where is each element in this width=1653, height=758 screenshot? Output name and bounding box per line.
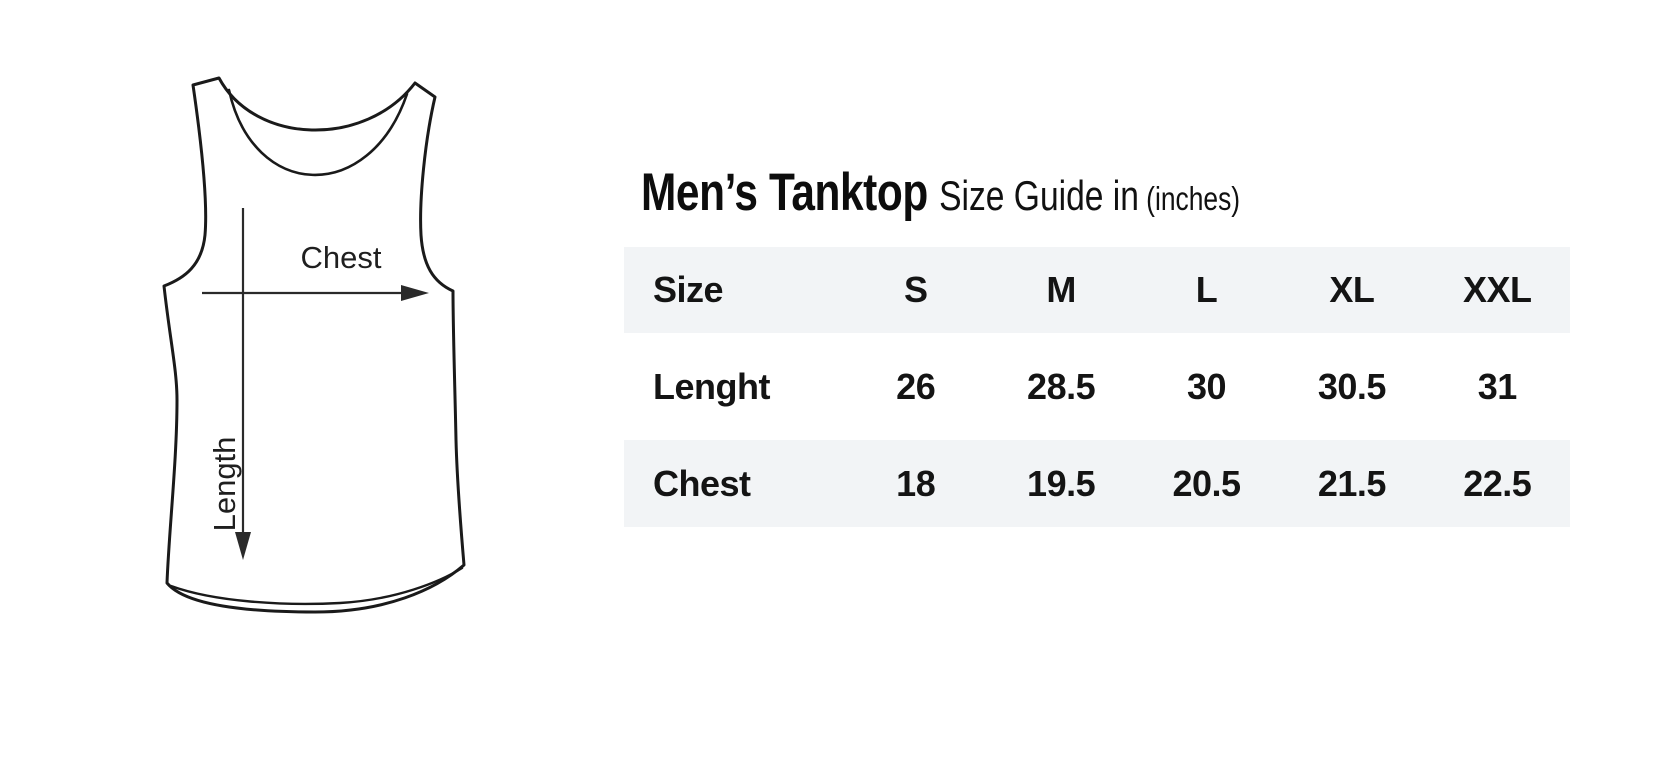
chest-s: 18: [896, 462, 936, 504]
page-title: Men’s Tanktop Size Guide in (inches): [641, 166, 1240, 219]
col-header-l: L: [1195, 269, 1218, 310]
guide-text: Size Guide in: [939, 172, 1139, 219]
length-m: 28.5: [1027, 365, 1096, 407]
chest-xxl: 22.5: [1463, 462, 1532, 504]
hem-inner-line: [169, 566, 464, 606]
col-header-s: S: [903, 269, 928, 310]
table-row-length: Lenght 26 28.5 30 30.5 31: [624, 333, 1570, 440]
length-xl: 30.5: [1317, 365, 1387, 407]
row-label-chest: Chest: [653, 462, 751, 504]
col-header-m: M: [1046, 269, 1076, 310]
chest-l: 20.5: [1172, 462, 1241, 504]
chest-measure-label: Chest: [301, 240, 382, 275]
length-xxl: 31: [1477, 365, 1518, 407]
size-table-header-row: Size S M L XL XXL: [624, 247, 1570, 333]
chest-xl: 21.5: [1317, 462, 1387, 504]
tanktop-outline: [162, 76, 466, 614]
col-header-xl: XL: [1329, 269, 1375, 310]
length-measure-label: Length: [207, 437, 242, 532]
row-label-length: Lenght: [653, 365, 770, 407]
chest-arrow: [202, 285, 429, 301]
unit-text: (inches): [1146, 180, 1241, 217]
table-row-chest: Chest 18 19.5 20.5 21.5 22.5: [624, 440, 1570, 527]
product-name: Men’s Tanktop: [641, 163, 928, 222]
col-header-xxl: XXL: [1463, 269, 1532, 310]
tanktop-diagram: Chest Length: [162, 76, 466, 614]
size-table: Size S M L XL XXL Lenght 26 28.5 30 30.5…: [624, 247, 1570, 527]
collar-inner-line: [227, 88, 409, 177]
length-l: 30: [1186, 365, 1227, 407]
length-s: 26: [896, 365, 936, 407]
chest-m: 19.5: [1027, 462, 1096, 504]
length-arrow: [235, 208, 251, 560]
col-header-size: Size: [653, 269, 724, 310]
